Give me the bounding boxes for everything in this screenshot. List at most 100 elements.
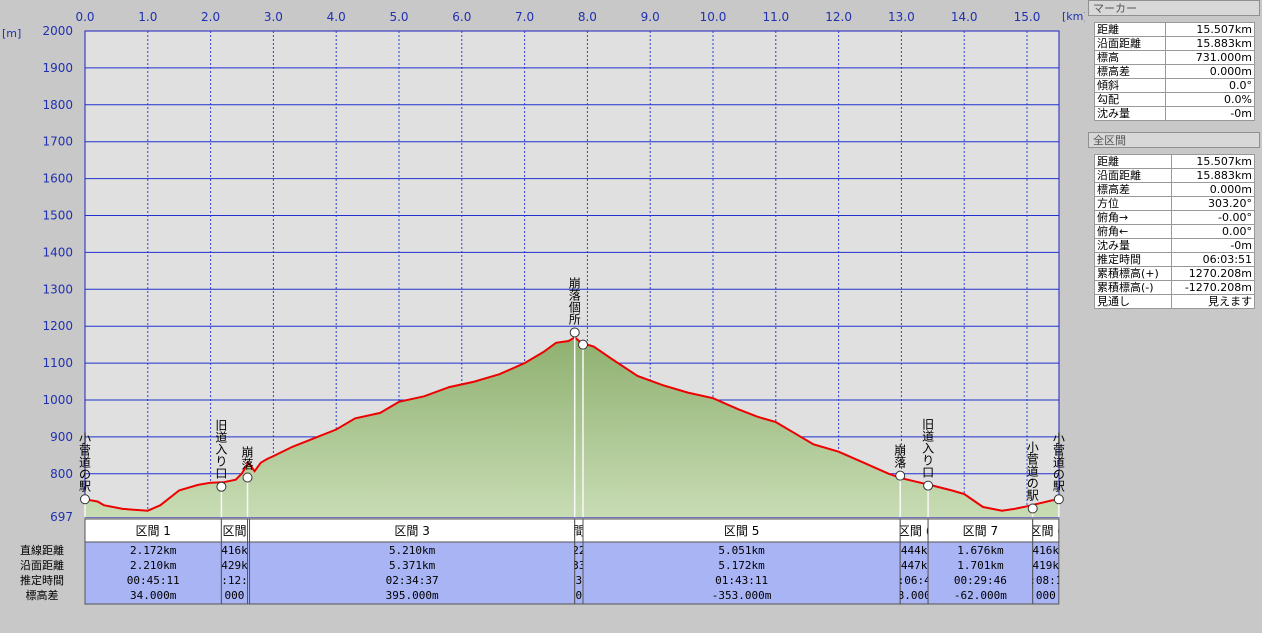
total-info-row: 距離 15.507km <box>1094 154 1256 169</box>
elevation-profile-chart[interactable]: 0.0 1.0 2.0 3.0 4.0 5.0 6.0 7.0 8.0 9.0 10.0 11.0 12… <box>0 0 1085 633</box>
section-name: 区間 5 <box>724 524 759 538</box>
total-info-value: 15.507km <box>1170 154 1256 169</box>
x-tick-label: 11.0 <box>762 10 789 24</box>
section-name: 間 <box>573 524 585 538</box>
x-unit-label: [km] <box>1062 10 1085 23</box>
profile-area <box>84 336 1059 517</box>
section-column: 区間 (444k 447k:06:4 8.000 <box>898 524 931 602</box>
x-tick-label: 0.0 <box>75 10 94 24</box>
marker-info-label: 標高差 <box>1093 64 1167 79</box>
section-value: 2.210km <box>130 559 177 572</box>
marker-point[interactable] <box>242 472 253 483</box>
section-data-cell <box>899 541 929 605</box>
total-info-value: 0.00° <box>1170 224 1256 239</box>
marker-point[interactable] <box>80 494 90 505</box>
marker-info-row: 標高 731.000m <box>1093 50 1255 65</box>
total-info-row: 俯角← 0.00° <box>1094 224 1256 239</box>
marker-point[interactable] <box>216 481 227 492</box>
x-tick-label: 12.0 <box>825 10 852 24</box>
total-info-label: 俯角→ <box>1094 210 1172 225</box>
y-unit-label: [m] <box>2 27 21 40</box>
section-value: 2.172km <box>130 544 177 557</box>
section-row-label: 標高差 <box>26 588 59 602</box>
marker-lines <box>84 332 1060 517</box>
y-tick-label: 1200 <box>42 319 73 333</box>
section-name: 区間 <box>222 524 246 538</box>
total-info-value: -1270.208m <box>1170 280 1256 295</box>
marker-info-value: 0.0° <box>1165 78 1255 93</box>
y-tick-label: 800 <box>50 467 73 481</box>
y-tick-label: 1600 <box>42 172 73 186</box>
y-tick-label: 1900 <box>42 61 73 75</box>
marker-point[interactable] <box>923 480 934 491</box>
x-tick-label: 15.0 <box>1014 10 1041 24</box>
x-tick-label: 5.0 <box>389 10 408 24</box>
section-value: :06:4 <box>898 574 931 587</box>
marker-info-label: 標高 <box>1093 50 1167 65</box>
total-info-table: 距離 15.507km 沿面距離 15.883km 標高差 0.000m 方位 303.20°… <box>1094 154 1256 309</box>
total-info-row: 累積標高(-) -1270.208m <box>1094 280 1256 295</box>
total-info-label: 沈み量 <box>1094 238 1172 253</box>
section-value: 00:45:11 <box>127 574 180 587</box>
marker-point[interactable] <box>1027 503 1038 514</box>
marker-info-row: 勾配 0.0% <box>1093 92 1255 107</box>
marker-info-value: -0m <box>1165 106 1255 121</box>
marker-info-table: 距離 15.507km 沿面距離 15.883km 標高 731.000m 標高差 0.000… <box>1093 22 1255 121</box>
section-value: 5.371km <box>389 559 436 572</box>
section-value: 000 <box>225 589 245 602</box>
section-value: 1.701km <box>957 559 1004 572</box>
total-info-row: 標高差 0.000m <box>1094 182 1256 197</box>
section-value: 419k <box>1033 559 1060 572</box>
section-value: 00:29:46 <box>954 574 1007 587</box>
section-row-label: 推定時間 <box>20 573 64 587</box>
marker-label: 小菅道の駅 <box>79 431 91 493</box>
total-info-row: 沿面距離 15.883km <box>1094 168 1256 183</box>
section-column: 区間 (416k 419k:08:1 000 <box>1033 524 1060 602</box>
section-row-label: 直線距離 <box>20 543 64 557</box>
total-info-value: 303.20° <box>1170 196 1256 211</box>
marker-label: 旧道入り口 <box>922 418 934 480</box>
section-value: 34.000m <box>130 589 177 602</box>
marker-point[interactable] <box>569 327 580 338</box>
marker-point[interactable] <box>1053 494 1064 505</box>
marker-info-row: 距離 15.507km <box>1093 22 1255 37</box>
y-tick-label: 1000 <box>42 393 73 407</box>
total-info-row: 推定時間 06:03:51 <box>1094 252 1256 267</box>
total-info-label: 沿面距離 <box>1094 168 1172 183</box>
section-name: 区間 7 <box>963 524 998 538</box>
section-data-cell <box>84 541 222 605</box>
section-column: 区間 7 1.676km 1.701km 00:29:46 -62.000m <box>954 524 1007 602</box>
marker-label: 崩落 <box>242 445 254 471</box>
x-tick-label: 2.0 <box>201 10 220 24</box>
total-info-value: 見えます <box>1170 294 1256 309</box>
x-tick-label: 1.0 <box>138 10 157 24</box>
marker-info-row: 沈み量 -0m <box>1093 106 1255 121</box>
section-name: 区間 3 <box>394 524 429 538</box>
total-info-label: 推定時間 <box>1094 252 1172 267</box>
marker-info-value: 0.0% <box>1165 92 1255 107</box>
marker-info-value: 15.507km <box>1165 22 1255 37</box>
total-info-row: 俯角→ -0.00° <box>1094 210 1256 225</box>
section-name: 区間 1 <box>135 524 170 538</box>
section-value: 000 <box>1036 589 1056 602</box>
marker-info-row: 傾斜 0.0° <box>1093 78 1255 93</box>
section-value: 416k <box>1033 544 1060 557</box>
y-tick-label: 1800 <box>42 98 73 112</box>
total-info-row: 見通し 見えます <box>1094 294 1256 309</box>
elevation-line <box>84 336 1059 512</box>
marker-info-label: 距離 <box>1093 22 1167 37</box>
section-value: 5.210km <box>389 544 436 557</box>
y-tick-label: 1100 <box>42 356 73 370</box>
marker-point[interactable] <box>895 470 906 481</box>
section-data-cell <box>220 541 249 605</box>
marker-info-value: 731.000m <box>1165 50 1255 65</box>
section-value: :12: <box>221 574 248 587</box>
section-value: 447k <box>901 559 928 572</box>
x-tick-label: 8.0 <box>578 10 597 24</box>
section-data-cell <box>1032 541 1060 605</box>
marker-point[interactable] <box>578 339 589 350</box>
total-panel-title: 全区間 <box>1088 132 1260 148</box>
y-tick-label: 697 <box>50 510 73 524</box>
section-row-label: 沿面距離 <box>20 558 64 572</box>
